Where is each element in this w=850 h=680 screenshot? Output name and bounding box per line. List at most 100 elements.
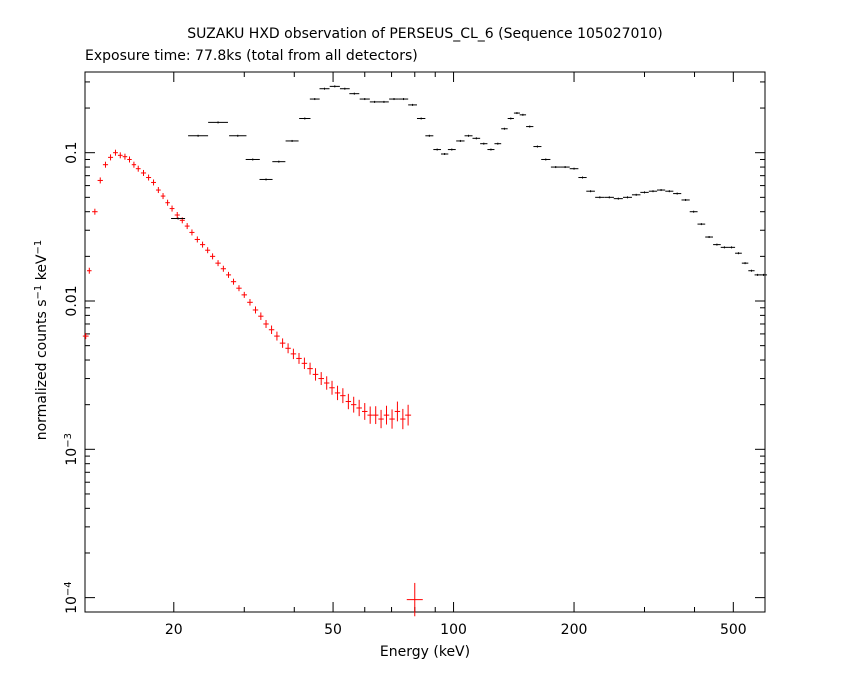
data-point	[657, 189, 666, 192]
data-point	[184, 223, 190, 230]
data-point	[301, 357, 308, 370]
data-point	[329, 85, 340, 88]
data-point	[92, 208, 98, 215]
data-point	[279, 338, 286, 348]
data-point	[349, 92, 360, 95]
data-point	[394, 401, 401, 422]
data-point	[533, 145, 542, 148]
data-point	[236, 285, 242, 292]
data-point	[513, 112, 520, 115]
data-point	[189, 229, 195, 236]
data-point	[285, 343, 291, 354]
y-tick-label: 10−4	[63, 581, 81, 614]
data-point	[623, 196, 632, 199]
data-series	[82, 85, 768, 617]
data-point	[541, 158, 551, 161]
data-point	[194, 236, 200, 243]
data-point	[681, 198, 690, 201]
x-axis-label: Energy (keV)	[380, 644, 470, 660]
data-point	[169, 205, 175, 212]
data-point	[400, 408, 406, 430]
data-point	[494, 142, 502, 145]
data-point	[160, 193, 166, 200]
y-tick-label: 0.1	[64, 142, 80, 164]
data-point	[748, 269, 755, 272]
data-point	[560, 166, 570, 169]
data-point	[171, 217, 186, 220]
data-point	[720, 246, 729, 249]
x-tick-label: 20	[165, 622, 183, 638]
data-point	[345, 393, 352, 410]
data-point	[705, 236, 713, 239]
data-point	[569, 167, 579, 170]
data-point	[140, 169, 147, 176]
data-point	[595, 196, 605, 199]
data-point	[487, 148, 495, 151]
data-point	[372, 406, 379, 425]
data-point	[359, 98, 370, 101]
data-point	[296, 352, 302, 364]
data-point	[135, 165, 141, 172]
data-point	[697, 223, 706, 226]
data-point	[631, 193, 641, 196]
x-tick-label: 100	[440, 622, 467, 638]
data-point	[350, 396, 357, 413]
data-point	[220, 265, 226, 272]
data-point	[340, 388, 346, 404]
data-point	[312, 368, 319, 381]
data-point	[199, 241, 206, 248]
data-point	[252, 306, 259, 314]
data-point	[369, 100, 380, 103]
data-point	[108, 154, 114, 161]
chart-subtitle: Exposure time: 77.8ks (total from all de…	[85, 48, 418, 64]
data-point	[398, 98, 409, 101]
data-point	[578, 176, 587, 179]
data-point	[665, 190, 674, 193]
data-point	[127, 156, 132, 163]
data-point	[416, 117, 426, 120]
data-point	[640, 191, 649, 194]
data-point	[550, 166, 561, 169]
data-point	[425, 134, 434, 137]
data-point	[689, 210, 698, 213]
series-0	[82, 149, 423, 617]
x-tick-label: 500	[720, 622, 747, 638]
data-point	[526, 125, 534, 128]
data-point	[82, 333, 89, 340]
chart-title: SUZAKU HXD observation of PERSEUS_CL_6 (…	[187, 26, 663, 42]
data-point	[245, 158, 260, 161]
data-point	[174, 212, 180, 219]
data-point	[151, 179, 156, 186]
data-point	[464, 134, 473, 137]
data-point	[378, 409, 384, 429]
data-point	[334, 385, 341, 401]
data-point	[379, 100, 389, 103]
data-point	[285, 139, 299, 142]
data-point	[389, 98, 399, 101]
data-point	[389, 409, 395, 429]
data-point	[146, 174, 152, 181]
data-point	[290, 348, 297, 360]
axis-ticks	[85, 72, 766, 612]
data-point	[113, 149, 118, 156]
data-point	[713, 243, 721, 246]
data-point	[383, 405, 390, 425]
data-point	[362, 403, 368, 420]
data-point	[268, 325, 275, 334]
data-point	[339, 87, 350, 90]
data-point	[728, 246, 736, 249]
data-point	[507, 117, 514, 120]
data-point	[299, 117, 311, 120]
plot-frame	[84, 71, 766, 613]
axis-tick-labels: 20 50 100 200 500 0.1 0.01 10−3 10−4	[63, 142, 747, 638]
data-point	[241, 291, 248, 298]
data-point	[319, 87, 330, 90]
data-point	[318, 372, 324, 386]
data-point	[102, 161, 109, 168]
data-point	[519, 113, 527, 116]
data-point	[367, 406, 373, 424]
data-point	[613, 197, 623, 200]
data-point	[307, 362, 313, 375]
x-tick-label: 200	[561, 622, 588, 638]
